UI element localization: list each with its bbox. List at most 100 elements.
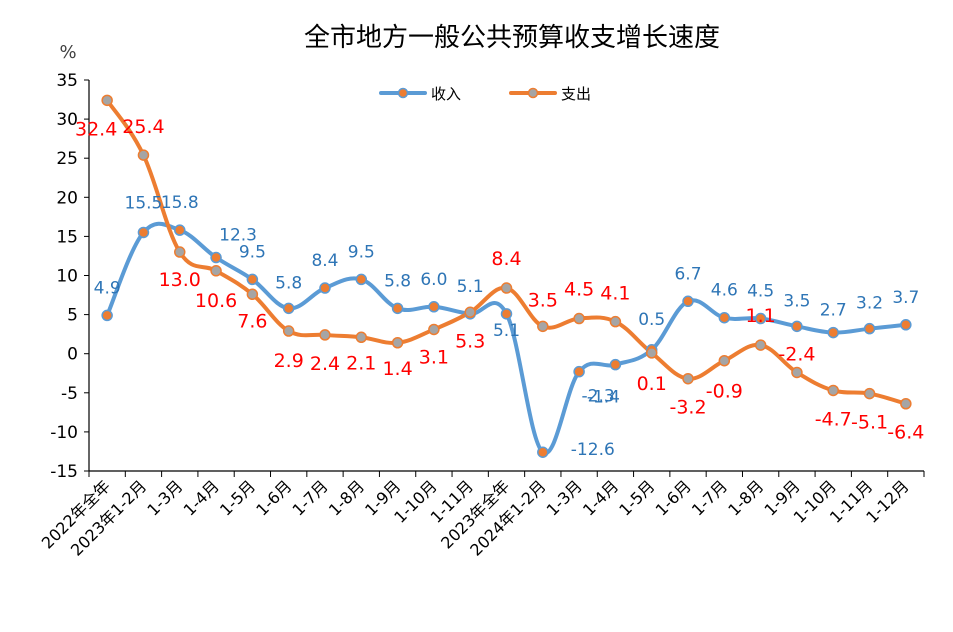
x-tick-label: 1-3月: [143, 476, 186, 519]
data-label-expense: 10.6: [195, 290, 237, 312]
x-tick-label: 1-7月: [289, 476, 332, 519]
data-label-expense: -3.2: [669, 397, 706, 419]
data-label-income: 4.6: [711, 281, 738, 301]
x-tick-label: 1-4月: [579, 476, 622, 519]
data-label-income: 15.5: [125, 193, 163, 213]
data-label-expense: -6.4: [887, 422, 924, 444]
data-point-expense: [101, 94, 113, 107]
y-tick-label: -10: [50, 423, 78, 443]
data-point-income: [101, 309, 113, 322]
data-label-expense: 7.6: [237, 310, 267, 332]
x-tick-label: 1-5月: [615, 476, 658, 519]
data-label-expense: 2.4: [310, 353, 340, 375]
data-label-expense: 5.3: [455, 330, 485, 352]
x-tick-label: 1-4月: [180, 476, 223, 519]
y-tick-label: -5: [61, 384, 78, 404]
data-label-expense: 13.0: [159, 269, 201, 291]
data-point-expense: [645, 347, 658, 359]
y-tick-label: 30: [56, 110, 78, 130]
data-point-expense: [863, 387, 876, 400]
data-label-expense: 4.1: [600, 283, 630, 305]
data-point-expense: [609, 315, 622, 328]
y-tick-label: 15: [56, 227, 78, 247]
x-tick-label: 1-6月: [652, 476, 695, 519]
data-labels: 4.915.515.812.39.55.88.4 9.55.8 6.0 5.15.1-…: [75, 116, 924, 460]
data-label-expense: 25.4: [122, 116, 164, 138]
data-label-expense: 1.4: [382, 358, 412, 380]
data-point-income: [137, 226, 150, 239]
data-label-expense: 1.1: [746, 305, 776, 327]
data-point-expense: [682, 372, 694, 385]
data-label-expense: -5.1: [851, 412, 888, 434]
data-label-income: 8.4: [311, 251, 338, 271]
data-label-income: 3.7: [892, 288, 919, 308]
data-label-expense: 8.4: [491, 248, 521, 270]
data-label-expense: -0.9: [706, 381, 743, 403]
data-label-expense: 2.9: [274, 350, 304, 372]
data-label-income: 9.5: [239, 242, 266, 262]
data-label-expense: -2.4: [778, 343, 815, 365]
y-tick-label: 10: [56, 267, 78, 287]
legend-marker-income: [397, 87, 409, 99]
legend-label-expense: 支出: [561, 85, 591, 103]
x-tick-label: 1-8月: [325, 476, 368, 519]
data-point-income: [319, 282, 331, 294]
series-lines: [105, 98, 908, 456]
data-point-income: [791, 320, 803, 333]
data-point-income: [391, 302, 404, 315]
data-point-expense: [210, 265, 222, 277]
data-point-expense: [718, 354, 731, 367]
data-point-expense: [573, 312, 585, 325]
data-label-income: -12.6: [571, 440, 615, 460]
data-point-income: [282, 302, 295, 315]
legend-marker-expense: [527, 87, 539, 99]
data-point-expense: [754, 339, 767, 351]
data-label-expense: 3.1: [419, 346, 449, 368]
data-label-income: 9.5: [348, 242, 375, 262]
data-point-income: [827, 326, 839, 339]
data-label-income: 4.9: [94, 278, 121, 298]
x-tick-label: 1-6月: [252, 476, 295, 519]
data-label-income: -2.3: [582, 387, 615, 407]
data-point-expense: [391, 337, 404, 349]
data-point-expense: [500, 282, 513, 294]
y-tick-label: 5: [67, 306, 78, 326]
legend: 收入 支出: [379, 85, 591, 103]
data-point-income: [500, 308, 513, 320]
data-label-income: 5.8: [384, 271, 411, 291]
data-point-expense: [282, 325, 295, 337]
data-point-expense: [174, 246, 186, 258]
y-axis-unit-label: %: [59, 42, 76, 63]
data-point-income: [428, 301, 440, 313]
data-label-expense: 2.1: [346, 352, 376, 374]
data-point-income: [355, 273, 368, 286]
data-label-expense: 32.4: [75, 118, 117, 140]
data-point-income: [537, 446, 549, 458]
data-point-expense: [137, 149, 150, 161]
y-tick-label: 0: [67, 345, 78, 365]
x-tick-label: 1-8月: [724, 476, 767, 519]
data-label-income: 6.7: [674, 264, 701, 284]
data-point-income: [210, 251, 222, 264]
series-markers: [101, 94, 912, 458]
data-label-income: 3.5: [783, 291, 810, 311]
data-point-expense: [900, 397, 912, 410]
data-label-income: 6.0: [420, 270, 447, 290]
x-tick-label: 1-5月: [216, 476, 259, 519]
data-label-income: 0.5: [638, 310, 665, 330]
data-point-expense: [355, 331, 368, 344]
data-point-expense: [246, 288, 259, 301]
y-tick-label: -15: [50, 462, 78, 482]
data-point-expense: [791, 366, 803, 379]
data-point-income: [573, 365, 585, 378]
data-label-income: 5.8: [275, 273, 302, 293]
data-label-income: 15.8: [161, 193, 199, 213]
data-label-expense: 0.1: [637, 373, 667, 395]
data-point-income: [609, 358, 622, 371]
data-label-expense: 4.5: [564, 279, 594, 301]
x-tick-label: 1-3月: [543, 476, 586, 519]
y-tick-label: 35: [56, 71, 78, 91]
data-label-income: 3.2: [856, 294, 883, 314]
data-label-income: -1.4: [587, 388, 620, 408]
